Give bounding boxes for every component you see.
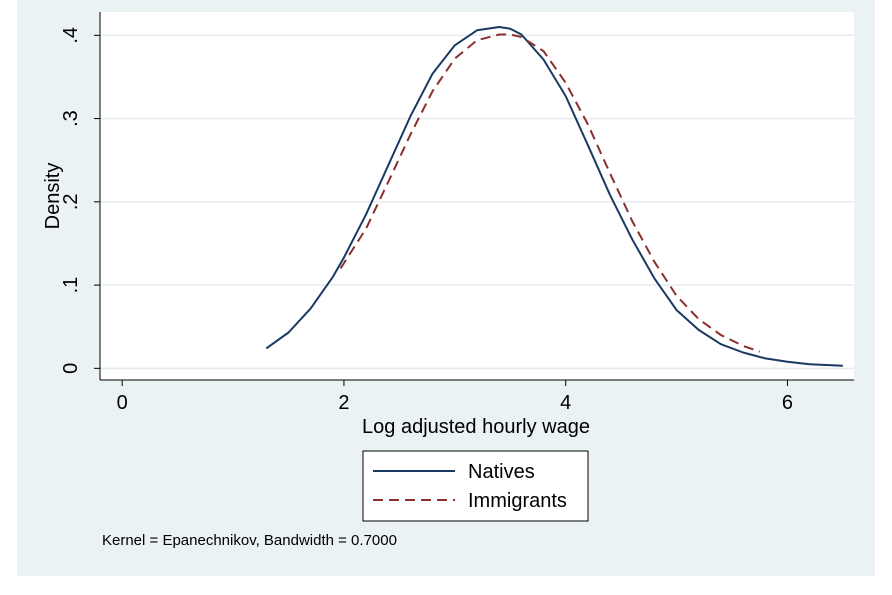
y-tick-label-1: .1 [60,277,82,294]
axes: 0 2 4 6 0 .1 .2 .3 .4 [60,12,854,414]
kernel-note: Kernel = Epanechnikov, Bandwidth = 0.700… [102,532,397,549]
series-line-natives [265,26,843,367]
y-tick-label-3: .3 [60,110,82,127]
x-axis-label: Log adjusted hourly wage [362,416,590,438]
plot-area [100,12,854,380]
y-tick-label-2: .2 [60,193,82,210]
y-axis-label: Density [42,163,64,230]
y-tick-label-4: .4 [60,27,82,44]
x-tick-label-1: 2 [338,392,349,414]
x-tick-label-0: 0 [117,392,128,414]
x-tick-label-3: 6 [782,392,793,414]
series-layer [265,26,843,367]
legend: Natives Immigrants [362,450,589,522]
legend-label-immigrants: Immigrants [468,490,567,512]
y-tick-label-0: 0 [60,363,82,374]
legend-box [362,450,589,522]
x-tick-label-2: 4 [560,392,571,414]
series-line-immigrants [339,33,761,353]
legend-label-natives: Natives [468,461,535,483]
gridlines [100,34,854,370]
